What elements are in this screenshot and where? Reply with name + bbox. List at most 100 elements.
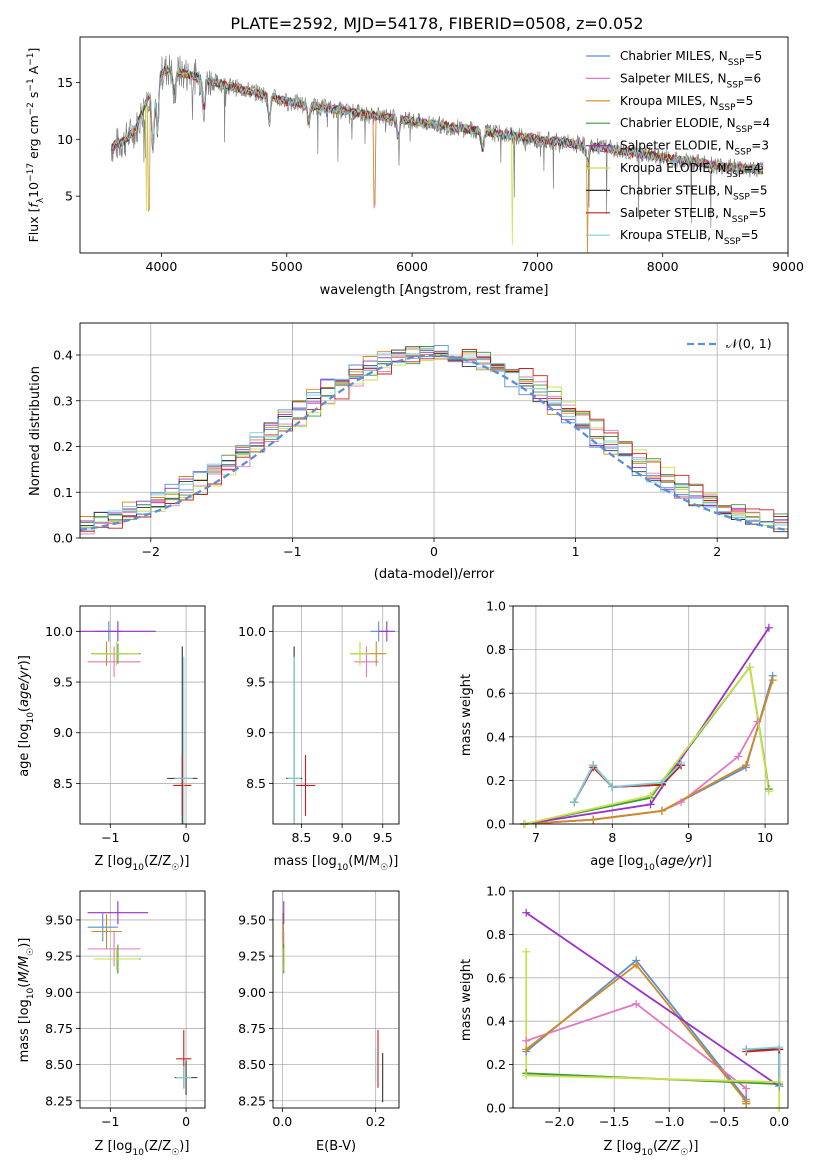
label-part: age/yr (660, 854, 703, 869)
label-part: mass [log (17, 999, 32, 1062)
x-tick-label: 8000 (647, 259, 679, 274)
model-line-kroupa-stelib (110, 65, 764, 175)
label-part: ( (17, 707, 32, 712)
x-tick-label: −1 (101, 1114, 119, 1129)
figure-title: PLATE=2592, MJD=54178, FIBERID=0508, z=0… (230, 14, 643, 33)
label-part: 10 (641, 1148, 653, 1158)
label-part: age [log (590, 854, 643, 869)
x-axis-label: E(B-V) (316, 1139, 356, 1154)
x-tick-label: −1 (101, 830, 119, 845)
label-part: =6 (743, 71, 761, 85)
label-part: 10 (132, 1148, 144, 1158)
weight-marker-salpeter-miles (522, 1036, 531, 1045)
x-tick-label: 9000 (772, 259, 804, 274)
weight-marker-salpeter-miles (632, 999, 641, 1008)
weight-marker-kroupa-stelib (775, 1043, 784, 1052)
x-tick-label: 7000 (521, 259, 553, 274)
x-tick-label: 5000 (271, 259, 303, 274)
label-part: ☉ (380, 863, 388, 873)
label-part: Salpeter MILES, N (620, 71, 727, 85)
x-tick-label: −1.0 (654, 1114, 684, 1129)
label-part: SSP (732, 215, 749, 225)
legend-label-chabrier-elodie: Chabrier ELODIE, NSSP=4 (620, 116, 770, 135)
axes-frame (79, 890, 206, 1109)
label-part: =4 (752, 116, 770, 130)
weight-marker-kroupa-miles (768, 676, 777, 685)
weight-line-chabrier-miles (524, 675, 774, 824)
label-part: 10 (26, 987, 36, 999)
y-tick-label: 9.5 (246, 675, 266, 690)
label-part: mass [log (274, 854, 337, 869)
label-part: −1 (26, 52, 36, 65)
y-tick-label: 0.2 (53, 439, 73, 454)
y-axis-label: Flux [fλ10−17 erg cm−2 s−1 A−1] (26, 48, 46, 243)
x-tick-label: −1 (283, 544, 301, 559)
weight-marker-kroupa-stelib (589, 761, 598, 770)
x-axis-label: mass [log10(M/M☉)] (274, 854, 399, 873)
label-part: ☉ (680, 1148, 688, 1158)
x-tick-label: 0 (182, 1114, 190, 1129)
x-tick-label: 4000 (146, 259, 178, 274)
age-vs-metallicity-panel: −1 08.59.09.510.0Z [log10(Z/Z☉)]age [log1… (17, 605, 206, 873)
x-tick-label: 6000 (396, 259, 428, 274)
x-tick-label: 0.0 (769, 1114, 789, 1129)
weight-line-kroupa-elodie (525, 951, 781, 1108)
label-part: SSP (734, 148, 751, 158)
label-part: 10 (643, 863, 655, 873)
label-part: SSP (727, 170, 744, 180)
massweight-vs-metallicity-panel: −2.0 −1.5 −1.0 −0.5 0.0 0.0 0.2 0.4 0.6 0.8 1.0 Z [… (459, 884, 789, 1159)
y-tick-label: 9.0 (53, 725, 73, 740)
y-tick-label: 0.2 (486, 773, 506, 788)
x-axis-label: Z [log10(Z/Z☉)] (604, 1139, 699, 1158)
axes-frame (79, 322, 789, 539)
label-part: 10 (26, 712, 36, 724)
mass-vs-metallicity-panel: −1 08.258.508.759.009.259.50Z [log10(Z/Z☉… (17, 890, 206, 1158)
y-tick-label: 8.50 (238, 1057, 266, 1072)
label-part: ( (655, 854, 660, 869)
residual-histogram-panel: −2 −1 0 1 2 0.0 0.1 0.2 0.3 0.4 𝒩(0, 1) (data-model… (28, 322, 789, 582)
label-part: Chabrier STELIB, N (620, 183, 733, 197)
y-tick-label: 9.25 (45, 949, 73, 964)
legend-label-chabrier-stelib: Chabrier STELIB, NSSP=5 (620, 183, 768, 202)
axes-frame (512, 605, 789, 825)
legend-label-salpeter-miles: Salpeter MILES, NSSP=6 (620, 71, 761, 90)
label-part: Chabrier MILES, N (620, 49, 728, 63)
label-part: 10 (132, 863, 144, 873)
weight-marker-kroupa-stelib (775, 1082, 784, 1091)
weight-marker-salpeter-miles (734, 752, 743, 761)
label-part: )] (388, 854, 398, 869)
y-tick-label: 0.0 (53, 531, 73, 546)
label-part: SSP (724, 237, 741, 247)
y-tick-label: 10 (57, 132, 73, 147)
y-tick-label: 0.0 (486, 1101, 506, 1116)
weight-marker-kroupa-stelib (570, 798, 579, 807)
y-tick-label: 8.75 (238, 1021, 266, 1036)
label-part: )] (17, 655, 32, 665)
y-tick-label: 0.8 (486, 927, 506, 942)
plot-area (80, 621, 198, 824)
x-tick-label: −2 (142, 544, 160, 559)
x-tick-label: 8 (608, 830, 616, 845)
x-tick-label: −0.5 (709, 1114, 739, 1129)
weight-marker-kroupa-miles (589, 815, 598, 824)
label-part: Z [log (604, 1139, 642, 1154)
y-axis-label: mass weight (459, 674, 474, 756)
label-part: Chabrier ELODIE, N (620, 116, 736, 130)
legend-label-kroupa-stelib: Kroupa STELIB, NSSP=5 (620, 228, 758, 247)
plot-area (110, 54, 764, 253)
y-axis-label: mass weight (459, 959, 474, 1041)
y-tick-label: 8.25 (45, 1093, 73, 1108)
x-tick-label: 1 (572, 544, 580, 559)
label-part: )] (179, 854, 189, 869)
label-part: (Z/Z (144, 854, 171, 869)
label-part: )] (688, 1139, 698, 1154)
x-tick-label: 8.5 (292, 830, 312, 845)
x-axis-label: (data-model)/error (374, 567, 495, 582)
x-axis-label: age [log10(age/yr)] (590, 854, 712, 873)
weight-marker-salpeter-elodie (764, 623, 773, 632)
y-axis-label: Normed distribution (28, 366, 43, 496)
weight-marker-salpeter-miles (742, 1084, 751, 1093)
mass-vs-ebv-panel: 0.0 0.2 8.25 8.50 8.75 9.00 9.25 9.50 E(B-V) (238, 890, 400, 1154)
y-tick-label: 0.1 (53, 485, 73, 500)
weight-marker-salpeter-miles (753, 717, 762, 726)
